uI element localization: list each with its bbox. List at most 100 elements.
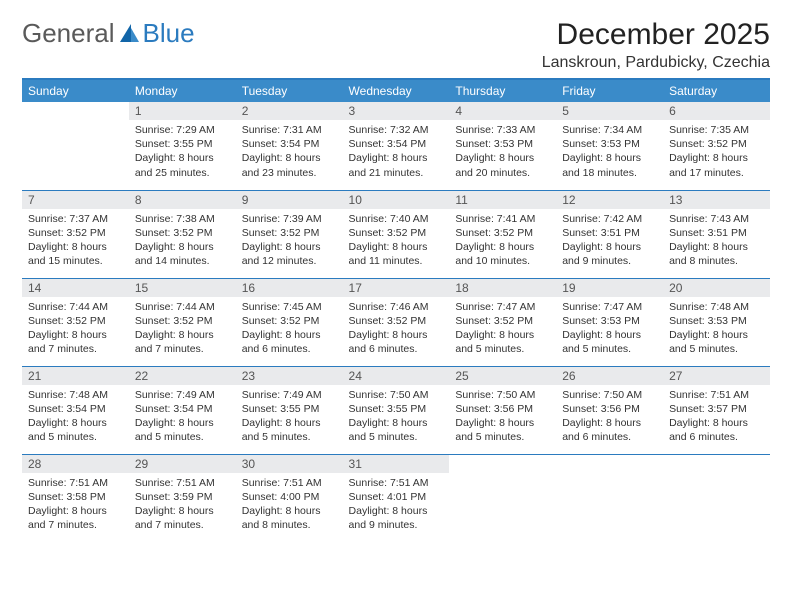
sunrise-text: Sunrise: 7:39 AM	[242, 212, 337, 226]
calendar-day-cell: 15Sunrise: 7:44 AMSunset: 3:52 PMDayligh…	[129, 278, 236, 366]
sunrise-text: Sunrise: 7:41 AM	[455, 212, 550, 226]
month-title: December 2025	[542, 18, 770, 52]
daylight-text: Daylight: 8 hours and 5 minutes.	[135, 416, 230, 444]
sunset-text: Sunset: 3:53 PM	[669, 314, 764, 328]
sunrise-text: Sunrise: 7:50 AM	[455, 388, 550, 402]
calendar-day-cell: 14Sunrise: 7:44 AMSunset: 3:52 PMDayligh…	[22, 278, 129, 366]
logo-word-blue: Blue	[143, 18, 195, 49]
calendar-day-cell: 31Sunrise: 7:51 AMSunset: 4:01 PMDayligh…	[343, 454, 450, 542]
day-details: Sunrise: 7:49 AMSunset: 3:55 PMDaylight:…	[236, 385, 343, 449]
sunset-text: Sunset: 3:54 PM	[242, 137, 337, 151]
sunrise-text: Sunrise: 7:51 AM	[349, 476, 444, 490]
weekday-header: Sunday	[22, 80, 129, 102]
day-details: Sunrise: 7:47 AMSunset: 3:52 PMDaylight:…	[449, 297, 556, 361]
day-number: 25	[449, 367, 556, 385]
daylight-text: Daylight: 8 hours and 15 minutes.	[28, 240, 123, 268]
sunset-text: Sunset: 4:01 PM	[349, 490, 444, 504]
day-number: 19	[556, 279, 663, 297]
calendar-body: 1Sunrise: 7:29 AMSunset: 3:55 PMDaylight…	[22, 102, 770, 542]
weekday-header-row: Sunday Monday Tuesday Wednesday Thursday…	[22, 80, 770, 102]
calendar-day-cell: 10Sunrise: 7:40 AMSunset: 3:52 PMDayligh…	[343, 190, 450, 278]
daylight-text: Daylight: 8 hours and 5 minutes.	[349, 416, 444, 444]
weekday-header: Friday	[556, 80, 663, 102]
sunrise-text: Sunrise: 7:40 AM	[349, 212, 444, 226]
sunrise-text: Sunrise: 7:42 AM	[562, 212, 657, 226]
day-number: 22	[129, 367, 236, 385]
daylight-text: Daylight: 8 hours and 23 minutes.	[242, 151, 337, 179]
sunset-text: Sunset: 3:51 PM	[562, 226, 657, 240]
day-number: 2	[236, 102, 343, 120]
daylight-text: Daylight: 8 hours and 7 minutes.	[135, 504, 230, 532]
day-details: Sunrise: 7:50 AMSunset: 3:55 PMDaylight:…	[343, 385, 450, 449]
weekday-header: Monday	[129, 80, 236, 102]
calendar-day-cell: 27Sunrise: 7:51 AMSunset: 3:57 PMDayligh…	[663, 366, 770, 454]
calendar-day-cell: 26Sunrise: 7:50 AMSunset: 3:56 PMDayligh…	[556, 366, 663, 454]
sunset-text: Sunset: 3:52 PM	[135, 226, 230, 240]
sunrise-text: Sunrise: 7:50 AM	[562, 388, 657, 402]
sunset-text: Sunset: 3:52 PM	[455, 226, 550, 240]
calendar-day-cell: 18Sunrise: 7:47 AMSunset: 3:52 PMDayligh…	[449, 278, 556, 366]
sunrise-text: Sunrise: 7:48 AM	[669, 300, 764, 314]
sunrise-text: Sunrise: 7:37 AM	[28, 212, 123, 226]
day-number	[556, 455, 663, 459]
day-number: 26	[556, 367, 663, 385]
day-number: 16	[236, 279, 343, 297]
calendar-day-cell	[22, 102, 129, 190]
calendar-day-cell: 19Sunrise: 7:47 AMSunset: 3:53 PMDayligh…	[556, 278, 663, 366]
daylight-text: Daylight: 8 hours and 5 minutes.	[562, 328, 657, 356]
day-details: Sunrise: 7:35 AMSunset: 3:52 PMDaylight:…	[663, 120, 770, 184]
day-details: Sunrise: 7:44 AMSunset: 3:52 PMDaylight:…	[22, 297, 129, 361]
daylight-text: Daylight: 8 hours and 5 minutes.	[242, 416, 337, 444]
daylight-text: Daylight: 8 hours and 6 minutes.	[669, 416, 764, 444]
day-number: 15	[129, 279, 236, 297]
weekday-header: Wednesday	[343, 80, 450, 102]
sunset-text: Sunset: 3:55 PM	[135, 137, 230, 151]
sunrise-text: Sunrise: 7:44 AM	[28, 300, 123, 314]
day-details: Sunrise: 7:45 AMSunset: 3:52 PMDaylight:…	[236, 297, 343, 361]
daylight-text: Daylight: 8 hours and 7 minutes.	[28, 328, 123, 356]
calendar-day-cell: 25Sunrise: 7:50 AMSunset: 3:56 PMDayligh…	[449, 366, 556, 454]
day-details: Sunrise: 7:51 AMSunset: 4:01 PMDaylight:…	[343, 473, 450, 537]
day-number: 12	[556, 191, 663, 209]
sunset-text: Sunset: 3:51 PM	[669, 226, 764, 240]
daylight-text: Daylight: 8 hours and 8 minutes.	[242, 504, 337, 532]
sunset-text: Sunset: 3:52 PM	[242, 226, 337, 240]
sunset-text: Sunset: 4:00 PM	[242, 490, 337, 504]
sunset-text: Sunset: 3:53 PM	[562, 314, 657, 328]
day-number: 10	[343, 191, 450, 209]
day-number: 20	[663, 279, 770, 297]
daylight-text: Daylight: 8 hours and 7 minutes.	[135, 328, 230, 356]
day-details: Sunrise: 7:31 AMSunset: 3:54 PMDaylight:…	[236, 120, 343, 184]
sunrise-text: Sunrise: 7:51 AM	[242, 476, 337, 490]
sunset-text: Sunset: 3:52 PM	[135, 314, 230, 328]
day-number: 5	[556, 102, 663, 120]
day-number: 14	[22, 279, 129, 297]
calendar-day-cell: 23Sunrise: 7:49 AMSunset: 3:55 PMDayligh…	[236, 366, 343, 454]
daylight-text: Daylight: 8 hours and 17 minutes.	[669, 151, 764, 179]
sunrise-text: Sunrise: 7:32 AM	[349, 123, 444, 137]
day-details: Sunrise: 7:34 AMSunset: 3:53 PMDaylight:…	[556, 120, 663, 184]
sunset-text: Sunset: 3:53 PM	[562, 137, 657, 151]
daylight-text: Daylight: 8 hours and 6 minutes.	[349, 328, 444, 356]
calendar-day-cell: 1Sunrise: 7:29 AMSunset: 3:55 PMDaylight…	[129, 102, 236, 190]
sunset-text: Sunset: 3:56 PM	[455, 402, 550, 416]
sunrise-text: Sunrise: 7:43 AM	[669, 212, 764, 226]
day-details: Sunrise: 7:51 AMSunset: 3:58 PMDaylight:…	[22, 473, 129, 537]
day-details: Sunrise: 7:44 AMSunset: 3:52 PMDaylight:…	[129, 297, 236, 361]
sunrise-text: Sunrise: 7:47 AM	[455, 300, 550, 314]
day-details: Sunrise: 7:46 AMSunset: 3:52 PMDaylight:…	[343, 297, 450, 361]
calendar-day-cell: 16Sunrise: 7:45 AMSunset: 3:52 PMDayligh…	[236, 278, 343, 366]
daylight-text: Daylight: 8 hours and 12 minutes.	[242, 240, 337, 268]
sunset-text: Sunset: 3:58 PM	[28, 490, 123, 504]
day-number: 7	[22, 191, 129, 209]
sunrise-text: Sunrise: 7:38 AM	[135, 212, 230, 226]
calendar-day-cell: 20Sunrise: 7:48 AMSunset: 3:53 PMDayligh…	[663, 278, 770, 366]
calendar-day-cell: 7Sunrise: 7:37 AMSunset: 3:52 PMDaylight…	[22, 190, 129, 278]
logo-word-general: General	[22, 18, 115, 49]
sunrise-text: Sunrise: 7:48 AM	[28, 388, 123, 402]
weekday-header: Tuesday	[236, 80, 343, 102]
day-number	[663, 455, 770, 459]
sunrise-text: Sunrise: 7:49 AM	[135, 388, 230, 402]
calendar-day-cell	[449, 454, 556, 542]
calendar-day-cell: 17Sunrise: 7:46 AMSunset: 3:52 PMDayligh…	[343, 278, 450, 366]
